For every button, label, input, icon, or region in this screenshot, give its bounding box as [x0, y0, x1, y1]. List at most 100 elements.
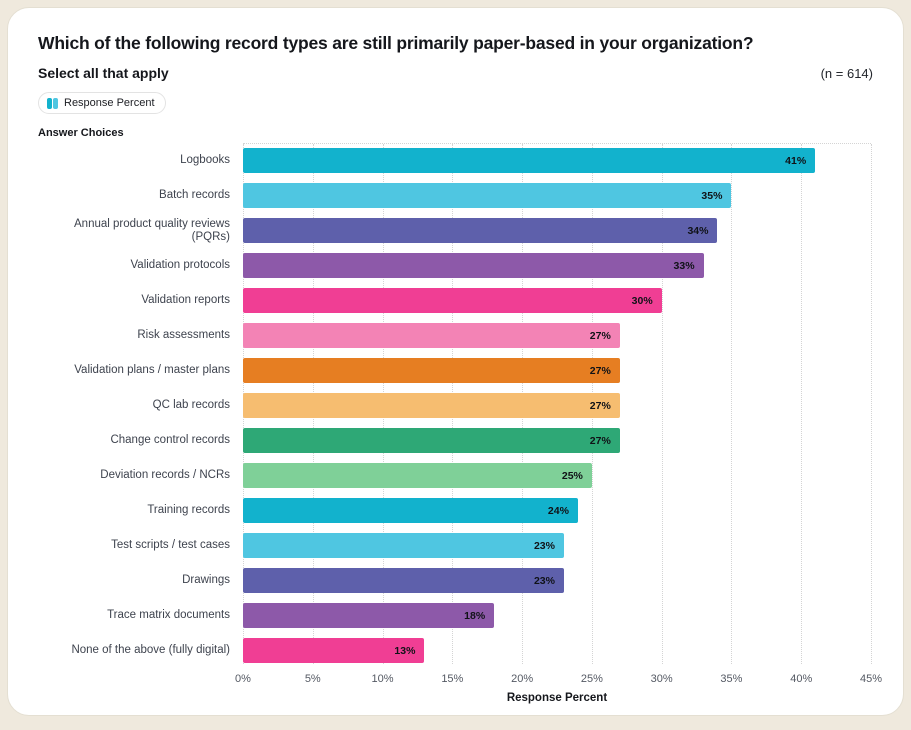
bar: 27% [243, 428, 620, 453]
bar-track: 27% [243, 428, 871, 453]
bar: 27% [243, 323, 620, 348]
bar-value-label: 24% [547, 504, 569, 517]
x-tick-label: 15% [441, 673, 464, 685]
category-label: Trace matrix documents [107, 609, 230, 622]
bar-value-label: 23% [533, 574, 555, 587]
bar-value-label: 30% [631, 294, 653, 307]
category-label: Deviation records / NCRs [100, 469, 230, 482]
gridline [661, 144, 663, 664]
gridline [871, 144, 872, 664]
bar-track: 18% [243, 603, 871, 628]
bar: 27% [243, 393, 620, 418]
bar-value-label: 35% [701, 189, 723, 202]
chart-row: Validation plans / master plans 27% [38, 353, 871, 388]
x-tick-label: 30% [650, 673, 673, 685]
subtitle-row: Select all that apply (n = 614) [38, 65, 873, 81]
bar: 18% [243, 603, 495, 628]
chart-row: None of the above (fully digital) 13% [38, 633, 871, 668]
bar-value-label: 34% [687, 224, 709, 237]
chart-rows: Logbooks 41% Batch records 35% Annual produc… [38, 143, 871, 668]
bar: 27% [243, 358, 620, 383]
x-tick-label: 5% [304, 673, 321, 685]
bar-value-label: 27% [589, 399, 611, 412]
bar-track: 34% [243, 218, 871, 243]
chart-row: Validation reports 30% [38, 283, 871, 318]
bar: 23% [243, 568, 564, 593]
bar: 34% [243, 218, 718, 243]
category-label: Validation plans / master plans [74, 364, 230, 377]
x-tick-label: 10% [371, 673, 394, 685]
bar: 24% [243, 498, 578, 523]
answer-choices-label: Answer Choices [38, 127, 124, 139]
chart-row: QC lab records 27% [38, 388, 871, 423]
x-axis: 0% 5% 10% 15% 20% 25% 30% 35% 40% 45% [235, 673, 882, 690]
category-label: None of the above (fully digital) [71, 644, 230, 657]
bar-track: 23% [243, 533, 871, 558]
bar-track: 27% [243, 323, 871, 348]
bar: 41% [243, 148, 816, 173]
bar-track: 25% [243, 463, 871, 488]
category-label: Test scripts / test cases [111, 539, 230, 552]
bar-track: 23% [243, 568, 871, 593]
bar-track: 35% [243, 183, 871, 208]
bar: 35% [243, 183, 732, 208]
bar-value-label: 27% [589, 364, 611, 377]
gridline [731, 144, 733, 664]
bar-value-label: 23% [533, 539, 555, 552]
chart-row: Change control records 27% [38, 423, 871, 458]
bar-value-label: 27% [589, 434, 611, 447]
x-tick-label: 25% [580, 673, 603, 685]
chart-row: Risk assessments 27% [38, 318, 871, 353]
chart-row: Logbooks 41% [38, 143, 871, 178]
bar-value-label: 33% [673, 259, 695, 272]
category-label: Annual product quality reviews (PQRs) [74, 217, 230, 243]
chart-row: Trace matrix documents 18% [38, 598, 871, 633]
bar-track: 30% [243, 288, 871, 313]
bar-track: 33% [243, 253, 871, 278]
bar-value-label: 13% [394, 644, 416, 657]
chart-row: Test scripts / test cases 23% [38, 528, 871, 563]
bar-track: 13% [243, 638, 871, 663]
bar-track: 27% [243, 358, 871, 383]
chart-card: Which of the following record types are … [7, 7, 904, 716]
bar-chart: Logbooks 41% Batch records 35% Annual produc… [38, 143, 882, 704]
category-label: Training records [147, 504, 230, 517]
category-label: Risk assessments [137, 329, 230, 342]
category-label: QC lab records [152, 399, 230, 412]
gridline [801, 144, 803, 664]
category-label: Logbooks [180, 154, 230, 167]
legend-label: Response Percent [64, 97, 155, 109]
legend-response-percent[interactable]: Response Percent [38, 92, 166, 114]
chart-row: Batch records 35% [38, 178, 871, 213]
category-label: Validation protocols [130, 259, 230, 272]
sample-size: (n = 614) [820, 66, 873, 81]
chart-row: Deviation records / NCRs 25% [38, 458, 871, 493]
bar-track: 24% [243, 498, 871, 523]
x-tick-label: 35% [720, 673, 743, 685]
bar-value-label: 18% [464, 609, 486, 622]
bar: 13% [243, 638, 425, 663]
chart-row: Annual product quality reviews (PQRs) 34% [38, 213, 871, 248]
chart-subtitle: Select all that apply [38, 65, 169, 81]
chart-row: Training records 24% [38, 493, 871, 528]
bar: 30% [243, 288, 662, 313]
category-label: Change control records [110, 434, 230, 447]
x-tick-label: 40% [790, 673, 813, 685]
bar-value-label: 41% [785, 154, 807, 167]
page-title: Which of the following record types are … [38, 33, 754, 53]
x-tick-label: 20% [511, 673, 534, 685]
bar-track: 41% [243, 148, 871, 173]
bar: 23% [243, 533, 564, 558]
x-axis-title: Response Percent [506, 692, 608, 704]
bar: 33% [243, 253, 704, 278]
category-label: Batch records [159, 189, 230, 202]
bar: 25% [243, 463, 592, 488]
chart-row: Validation protocols 33% [38, 248, 871, 283]
x-tick-label: 0% [235, 673, 251, 685]
x-tick-label: 45% [859, 673, 883, 685]
category-label: Validation reports [141, 294, 230, 307]
category-label: Drawings [182, 574, 230, 587]
bar-value-label: 25% [561, 469, 583, 482]
bar-value-label: 27% [589, 329, 611, 342]
bar-chart-icon [47, 97, 58, 109]
